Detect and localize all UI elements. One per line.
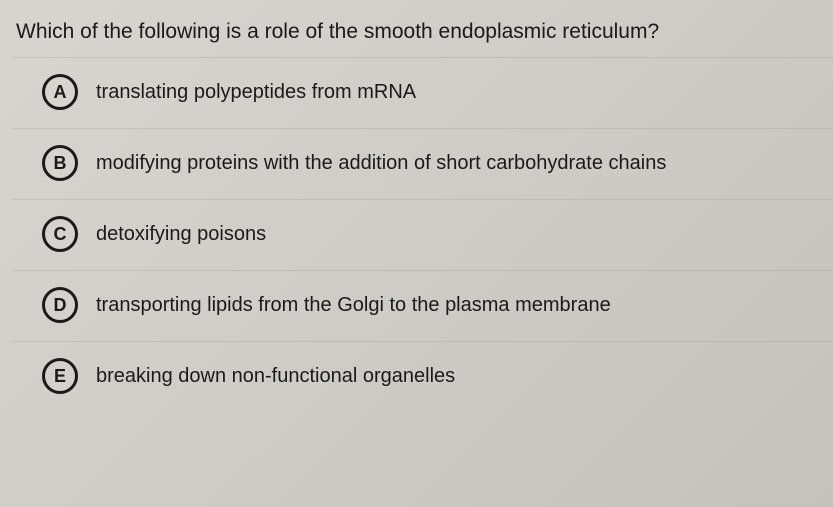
option-a[interactable]: A translating polypeptides from mRNA xyxy=(42,74,821,110)
option-text: transporting lipids from the Golgi to th… xyxy=(96,292,611,318)
option-letter-circle: E xyxy=(42,358,78,394)
option-text: modifying proteins with the addition of … xyxy=(96,150,666,176)
option-text: translating polypeptides from mRNA xyxy=(96,79,416,105)
option-d[interactable]: D transporting lipids from the Golgi to … xyxy=(42,287,821,323)
option-b[interactable]: B modifying proteins with the addition o… xyxy=(42,145,821,181)
option-letter-circle: B xyxy=(42,145,78,181)
option-letter-circle: A xyxy=(42,74,78,110)
option-e[interactable]: E breaking down non-functional organelle… xyxy=(42,358,821,394)
options-list: A translating polypeptides from mRNA B m… xyxy=(12,74,821,394)
option-text: breaking down non-functional organelles xyxy=(96,363,455,389)
option-letter-circle: D xyxy=(42,287,78,323)
option-c[interactable]: C detoxifying poisons xyxy=(42,216,821,252)
option-text: detoxifying poisons xyxy=(96,221,266,247)
question-text: Which of the following is a role of the … xyxy=(12,18,821,46)
option-letter-circle: C xyxy=(42,216,78,252)
